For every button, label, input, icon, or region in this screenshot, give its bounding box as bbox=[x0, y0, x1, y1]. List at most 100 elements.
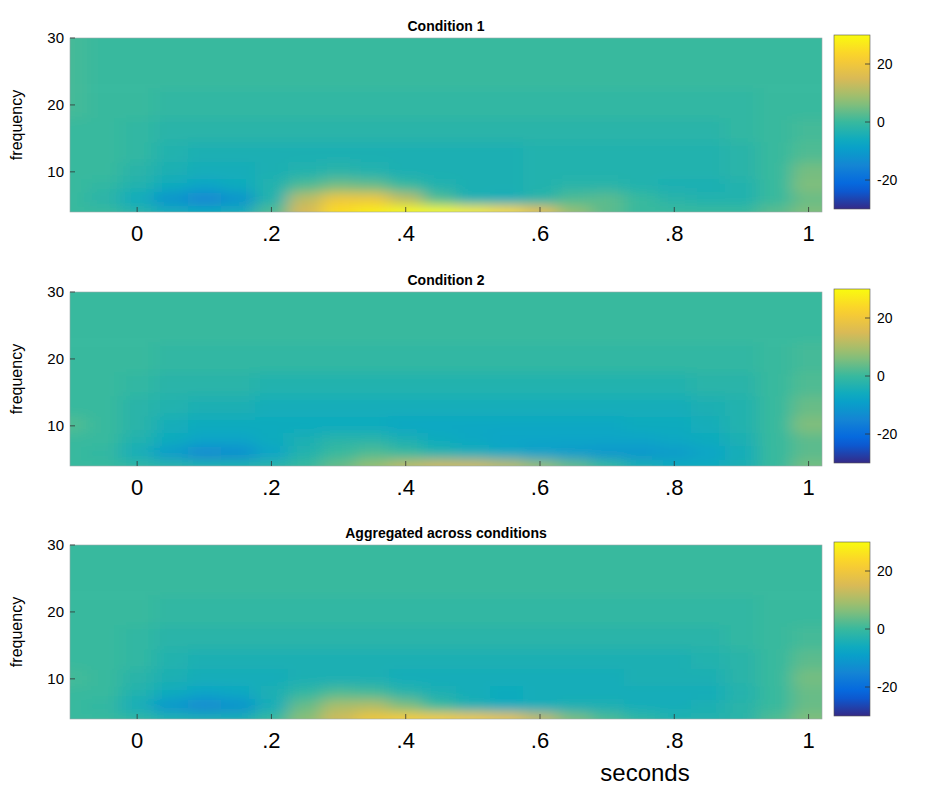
heatmap-cell bbox=[590, 712, 624, 719]
heatmap-cell bbox=[322, 649, 356, 670]
heatmap-cell bbox=[70, 292, 87, 309]
heatmap-cell bbox=[590, 292, 624, 309]
heatmap-cell bbox=[624, 162, 658, 179]
heatmap-cell bbox=[188, 142, 222, 163]
heatmap-cell bbox=[423, 545, 457, 562]
heatmap-cell bbox=[389, 205, 423, 212]
heatmap-cell bbox=[557, 38, 591, 55]
heatmap-cell bbox=[523, 712, 557, 719]
heatmap-cell bbox=[87, 192, 121, 206]
heatmap-cell bbox=[288, 205, 322, 212]
heatmap-cell bbox=[792, 625, 822, 649]
heatmap-cell bbox=[120, 446, 154, 460]
x-tick bbox=[808, 207, 809, 212]
heatmap-cell bbox=[490, 433, 524, 447]
heatmap-cell bbox=[322, 699, 356, 713]
heatmap-cell bbox=[456, 699, 490, 713]
heatmap-cell bbox=[221, 712, 255, 719]
x-tick-label: .6 bbox=[531, 475, 549, 500]
heatmap-cell bbox=[557, 342, 591, 373]
heatmap-cell bbox=[154, 205, 188, 212]
heatmap-cell bbox=[758, 712, 792, 719]
heatmap-cell bbox=[188, 446, 222, 460]
heatmap-cell bbox=[154, 292, 188, 309]
heatmap-cell bbox=[288, 459, 322, 466]
heatmap-cell bbox=[188, 88, 222, 119]
heatmap-cell bbox=[590, 625, 624, 649]
heatmap-cell bbox=[87, 669, 121, 686]
heatmap-cell bbox=[322, 292, 356, 309]
heatmap-cell bbox=[490, 649, 524, 670]
heatmap-cell bbox=[188, 118, 222, 142]
heatmap-cell bbox=[423, 309, 457, 343]
heatmap-cell bbox=[70, 669, 87, 686]
heatmap-cell bbox=[255, 433, 289, 447]
heatmap-cell bbox=[423, 179, 457, 193]
heatmap-cell bbox=[523, 372, 557, 396]
panel: Condition 20.2.4.6.81102030frequency-200… bbox=[8, 242, 897, 500]
heatmap-cell bbox=[423, 649, 457, 670]
heatmap-cell bbox=[758, 625, 792, 649]
x-tick bbox=[271, 714, 272, 719]
colorbar-tick bbox=[865, 318, 870, 319]
colorbar-tick-label: -20 bbox=[877, 172, 897, 188]
heatmap-cell bbox=[120, 88, 154, 119]
heatmap-cell bbox=[221, 545, 255, 562]
heatmap-cell bbox=[456, 625, 490, 649]
heatmap-cell bbox=[221, 118, 255, 142]
heatmap-cell bbox=[490, 309, 524, 343]
heatmap-cell bbox=[758, 649, 792, 670]
heatmap-cell bbox=[255, 699, 289, 713]
heatmap-cell bbox=[221, 595, 255, 626]
heatmap-cell bbox=[154, 88, 188, 119]
heatmap-cell bbox=[658, 649, 692, 670]
heatmap-cell bbox=[255, 179, 289, 193]
heatmap-cell bbox=[188, 625, 222, 649]
heatmap-cell bbox=[389, 433, 423, 447]
heatmap-cell bbox=[557, 142, 591, 163]
heatmap-cell bbox=[691, 699, 725, 713]
heatmap-cell bbox=[322, 55, 356, 89]
colorbar-tick bbox=[865, 64, 870, 65]
heatmap-cell bbox=[120, 205, 154, 212]
heatmap-cell bbox=[154, 433, 188, 447]
heatmap-cell bbox=[322, 625, 356, 649]
heatmap-cell bbox=[154, 396, 188, 417]
heatmap-cell bbox=[557, 372, 591, 396]
heatmap-cell bbox=[456, 179, 490, 193]
heatmap-cell bbox=[523, 292, 557, 309]
heatmap-cell bbox=[758, 562, 792, 596]
heatmap-cell bbox=[590, 595, 624, 626]
heatmap-cell bbox=[389, 686, 423, 700]
heatmap-cell bbox=[456, 595, 490, 626]
heatmap-cell bbox=[523, 192, 557, 206]
heatmap-cell bbox=[389, 669, 423, 686]
heatmap-cell bbox=[120, 669, 154, 686]
x-tick-label: .4 bbox=[397, 728, 415, 753]
heatmap-cell bbox=[87, 292, 121, 309]
heatmap-cell bbox=[154, 699, 188, 713]
heatmap-cell bbox=[456, 142, 490, 163]
heatmap-cell bbox=[725, 595, 759, 626]
heatmap-cell bbox=[188, 416, 222, 433]
heatmap-cell bbox=[154, 625, 188, 649]
heatmap-cell bbox=[456, 649, 490, 670]
y-tick-label: 30 bbox=[47, 536, 64, 553]
heatmap-cell bbox=[557, 292, 591, 309]
heatmap-cell bbox=[389, 712, 423, 719]
x-tick bbox=[137, 461, 138, 466]
heatmap-cell bbox=[322, 712, 356, 719]
heatmap-cell bbox=[758, 342, 792, 373]
heatmap-cell bbox=[423, 396, 457, 417]
y-tick-label: 30 bbox=[47, 29, 64, 46]
heatmap-cell bbox=[255, 562, 289, 596]
heatmap-cell bbox=[70, 459, 87, 466]
heatmap-cell bbox=[322, 309, 356, 343]
heatmap-cell bbox=[423, 712, 457, 719]
heatmap-cell bbox=[120, 179, 154, 193]
heatmap-cell bbox=[557, 55, 591, 89]
heatmap-cell bbox=[725, 433, 759, 447]
heatmap-cell bbox=[188, 162, 222, 179]
heatmap-cell bbox=[288, 192, 322, 206]
heatmap-cell bbox=[658, 205, 692, 212]
